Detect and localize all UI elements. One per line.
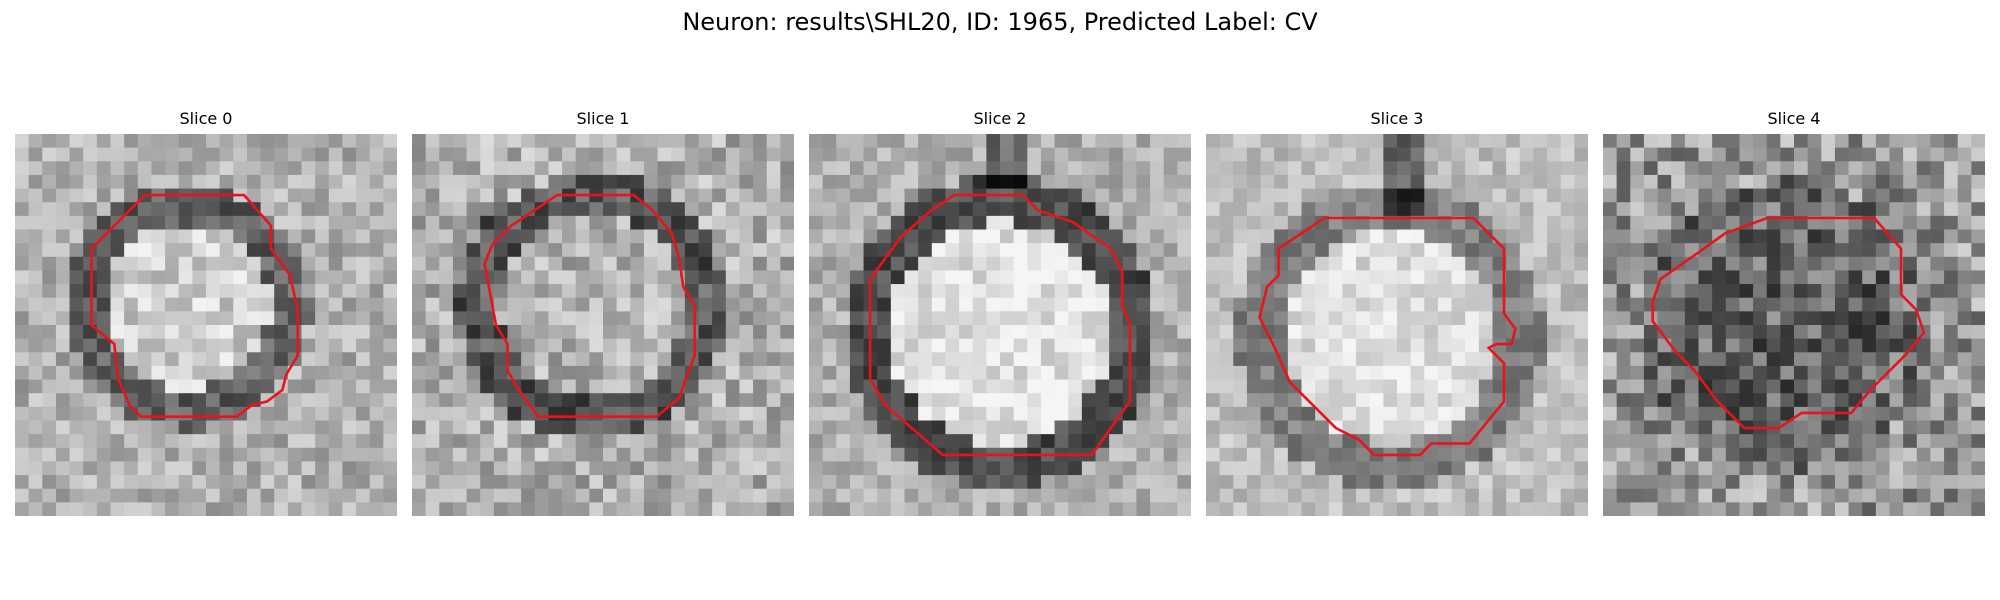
slice-title-2: Slice 2	[973, 109, 1027, 128]
slice-image-1	[412, 134, 794, 516]
pixel-grid	[15, 134, 397, 516]
slice-panel-2: Slice 2	[809, 108, 1191, 516]
pixel-grid	[1206, 134, 1588, 516]
pixel-grid	[412, 134, 794, 516]
slice-canvas-3	[1206, 134, 1588, 516]
slice-image-2	[809, 134, 1191, 516]
slice-canvas-1	[412, 134, 794, 516]
slice-image-3	[1206, 134, 1588, 516]
slice-title-4: Slice 4	[1767, 109, 1821, 128]
contour-outline	[1651, 216, 1926, 430]
slice-title-3: Slice 3	[1370, 109, 1424, 128]
slice-image-4	[1603, 134, 1985, 516]
slice-image-0	[15, 134, 397, 516]
slice-canvas-2	[809, 134, 1191, 516]
figure-title: Neuron: results\SHL20, ID: 1965, Predict…	[682, 8, 1318, 36]
slice-panel-3: Slice 3	[1206, 108, 1588, 516]
slice-canvas-0	[15, 134, 397, 516]
pixel-grid	[809, 134, 1191, 516]
slice-panel-0: Slice 0	[15, 108, 397, 516]
slice-title-0: Slice 0	[179, 109, 233, 128]
slice-title-1: Slice 1	[576, 109, 630, 128]
slice-panel-4: Slice 4	[1603, 108, 1985, 516]
slice-panel-1: Slice 1	[412, 108, 794, 516]
pixel-grid	[1603, 134, 1985, 516]
contour-outline	[1258, 216, 1517, 457]
contour-outline	[483, 193, 697, 419]
slice-canvas-4	[1603, 134, 1985, 516]
contour-outline	[868, 193, 1132, 457]
contour-outline	[90, 193, 300, 419]
